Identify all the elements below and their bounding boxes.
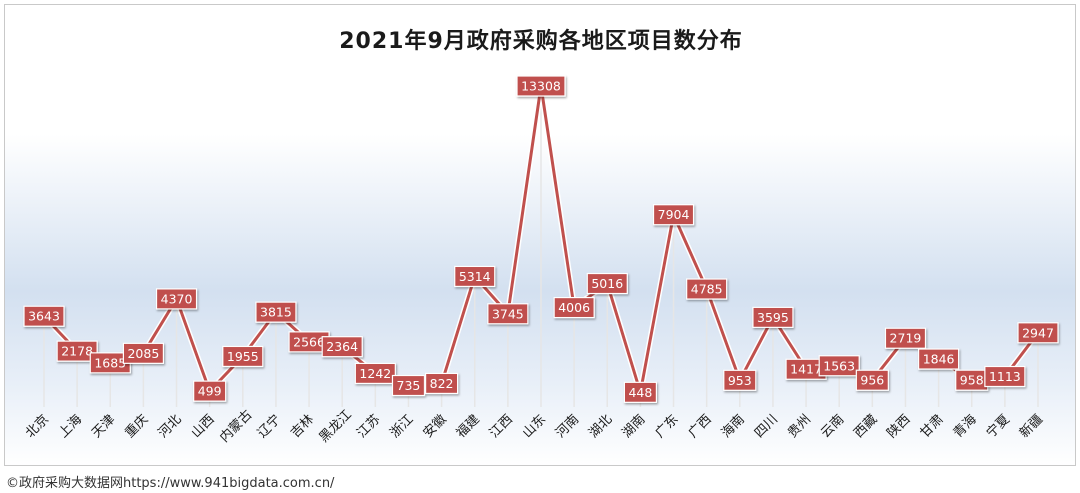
data-label-box: [686, 278, 728, 300]
data-label-text: 4006: [558, 300, 590, 315]
data-label: 3595: [752, 306, 794, 328]
data-label-text: 2566: [293, 334, 325, 349]
data-label-text: 1113: [989, 369, 1021, 384]
data-label-box: [454, 265, 496, 288]
data-label-box: [23, 305, 65, 327]
data-label: 1417: [785, 358, 827, 380]
data-label: 735: [391, 374, 426, 397]
data-label-text: 956: [860, 373, 884, 388]
data-label-box: [1017, 322, 1059, 344]
data-label-box: [586, 272, 628, 295]
data-label: 2364: [321, 336, 363, 358]
data-label-box: [487, 303, 529, 325]
data-label-box: [122, 342, 165, 364]
data-label: 1846: [917, 348, 960, 370]
data-label-text: 3595: [757, 310, 789, 325]
data-label-text: 958: [960, 373, 984, 388]
data-label: 2566: [288, 331, 330, 353]
data-label-box: [752, 306, 794, 328]
drop-lines: [43, 96, 1039, 407]
data-label-box: [321, 336, 363, 358]
data-label-text: 2719: [890, 331, 922, 346]
data-label: 1563: [818, 355, 860, 377]
data-label-text: 7904: [658, 207, 690, 222]
data-label-text: 499: [198, 384, 222, 399]
data-label-text: 822: [430, 376, 454, 391]
data-label: 448: [623, 381, 658, 403]
data-label: 3745: [487, 303, 529, 325]
data-label-text: 2178: [61, 344, 93, 359]
data-label: 4006: [553, 296, 595, 319]
data-label-text: 448: [628, 385, 652, 400]
data-label: 3815: [255, 301, 297, 323]
data-label-box: [255, 301, 297, 323]
data-label: 2719: [884, 327, 927, 349]
data-label-text: 3745: [492, 306, 524, 321]
data-label-box: [56, 340, 98, 362]
data-label-text: 1955: [227, 349, 259, 364]
data-label-box: [425, 372, 459, 395]
data-label-text: 4370: [161, 291, 193, 306]
data-label: 2085: [122, 342, 165, 364]
data-label-box: [984, 365, 1026, 388]
data-label-text: 1242: [359, 366, 391, 381]
data-label: 4785: [686, 278, 728, 300]
data-label-box: [553, 296, 595, 319]
chart-title: 2021年9月政府采购各地区项目数分布: [339, 29, 743, 54]
data-label-text: 1563: [823, 358, 855, 373]
data-label-text: 1846: [923, 352, 955, 367]
data-label-text: 4785: [691, 282, 723, 297]
data-label-text: 2085: [127, 346, 159, 361]
data-label: 13308: [516, 75, 566, 97]
data-label-text: 13308: [521, 79, 561, 94]
data-label: 499: [193, 380, 227, 402]
data-label: 956: [855, 369, 889, 391]
data-label-box: [222, 345, 264, 368]
data-label: 3643: [23, 305, 65, 327]
data-label-text: 735: [397, 378, 421, 393]
data-label-text: 3643: [28, 309, 60, 324]
chart-frame: 3643 2178 1685 2085 4370 499 1955 3815 2566 2364 1…: [4, 4, 1076, 466]
data-label: 1242: [354, 362, 396, 385]
data-label: 4370: [155, 288, 198, 310]
data-label: 5314: [454, 265, 496, 288]
data-label-box: [855, 369, 889, 391]
data-label-text: 2947: [1022, 325, 1054, 340]
data-label-text: 5314: [459, 269, 491, 284]
data-label-text: 3815: [260, 305, 292, 320]
data-label: 1955: [222, 345, 264, 368]
data-label-box: [391, 374, 426, 397]
data-label: 822: [425, 372, 459, 395]
data-label-box: [917, 348, 960, 370]
data-label: 2178: [56, 340, 98, 362]
data-label-box: [354, 362, 396, 385]
data-label: 953: [723, 369, 757, 391]
data-label: 7904: [652, 204, 695, 226]
data-label-box: [884, 327, 927, 349]
footer-copyright: ©政府采购大数据网https://www.941bigdata.com.cn/: [6, 476, 335, 491]
data-label-box: [193, 380, 227, 402]
data-label-box: [516, 75, 566, 97]
data-label-text: 953: [728, 373, 752, 388]
data-label-box: [623, 381, 658, 403]
data-label-text: 5016: [591, 276, 623, 291]
data-label-box: [652, 204, 695, 226]
data-label: 1113: [984, 365, 1026, 388]
data-label: 5016: [586, 272, 628, 295]
data-label-text: 2364: [326, 339, 358, 354]
data-label-text: 1417: [790, 362, 822, 377]
data-label-box: [723, 369, 757, 391]
data-label-box: [818, 355, 860, 377]
data-label-box: [155, 288, 198, 310]
data-label: 2947: [1017, 322, 1059, 344]
data-label-text: 1685: [94, 355, 126, 370]
data-label: 958: [955, 369, 989, 391]
